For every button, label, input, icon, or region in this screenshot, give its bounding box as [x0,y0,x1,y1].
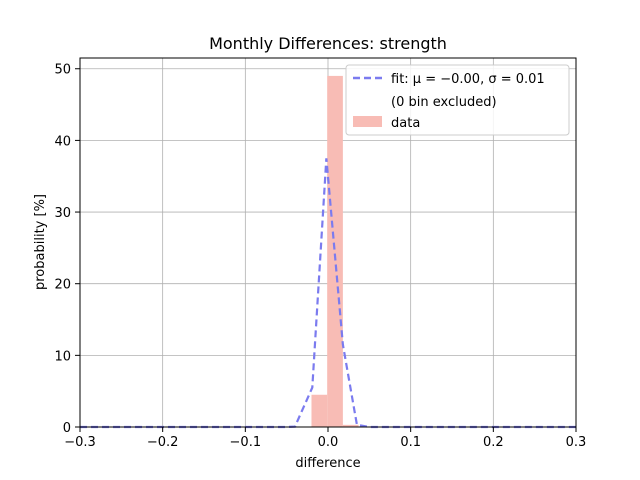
legend-fit-name: fit [391,72,404,87]
legend-data-label: data [391,116,420,131]
x-tick-label-3: 0.0 [318,435,339,450]
histogram-bar-0 [311,394,328,427]
histogram-bar-1 [327,75,343,427]
y-tick-label-0: 0 [63,421,71,436]
legend-data-swatch [353,116,382,127]
y-axis-ticks: 0 10 20 30 40 50 [54,63,80,436]
histogram-bar-2 [342,424,359,427]
y-tick-label-5: 50 [54,63,71,78]
y-tick-label-1: 10 [54,349,71,364]
x-tick-label-1: −0.2 [147,435,179,450]
legend-fit-label: fit: μ = −0.00, σ = 0.01 [391,72,545,87]
y-axis-label: probability [%] [33,194,48,290]
y-tick-label-4: 40 [54,134,71,149]
legend: fit: μ = −0.00, σ = 0.01 (0 bin excluded… [345,64,570,136]
x-tick-label-2: −0.1 [230,435,262,450]
x-tick-label-6: 0.3 [566,435,587,450]
x-axis-ticks: −0.3 −0.2 −0.1 0.0 0.1 0.2 0.3 [64,427,586,450]
x-tick-label-5: 0.2 [483,435,504,450]
x-axis-label: difference [295,456,360,471]
y-tick-label-2: 20 [54,278,71,293]
x-tick-label-4: 0.1 [400,435,421,450]
y-tick-label-3: 30 [54,206,71,221]
x-tick-label-0: −0.3 [64,435,96,450]
legend-fit-stats: : μ = −0.00, σ = 0.01 [404,72,544,87]
chart-title: Monthly Differences: strength [209,34,447,53]
legend-excluded-note: (0 bin excluded) [391,95,497,110]
legend-box [345,64,570,136]
histogram-bars [311,75,359,427]
